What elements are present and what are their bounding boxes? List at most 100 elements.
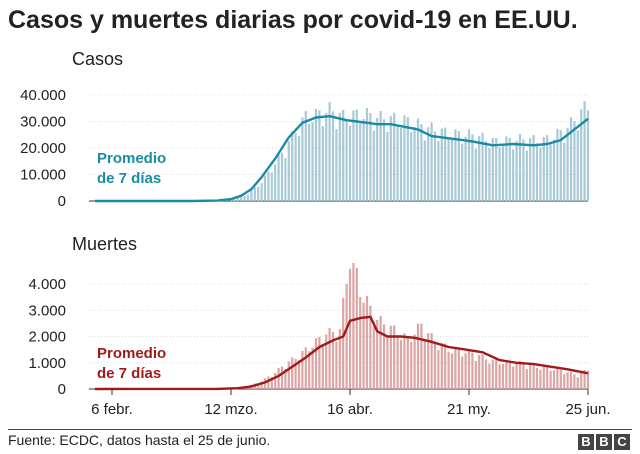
data-bar (328, 101, 331, 201)
data-bar (498, 147, 501, 201)
data-bar (297, 360, 301, 389)
source-note: Fuente: ECDC, datos hasta el 25 de junio… (8, 432, 271, 448)
data-bar (318, 336, 321, 389)
data-bar (569, 371, 573, 389)
data-bar (389, 325, 392, 389)
data-bar (267, 376, 270, 389)
data-bar (229, 199, 233, 201)
data-bar (308, 351, 311, 389)
chart-title: Casos y muertes diarias por covid-19 en … (8, 6, 578, 34)
data-bar (529, 364, 532, 389)
data-bar (328, 327, 331, 389)
data-bar (365, 295, 369, 389)
data-bar (314, 338, 318, 389)
data-bar (291, 131, 294, 201)
data-bar (522, 363, 525, 389)
data-bar (508, 137, 511, 201)
data-bar (559, 369, 562, 389)
data-bar (345, 120, 348, 201)
data-bar (325, 112, 328, 201)
data-bar (430, 122, 433, 201)
average-label: Promedio (97, 345, 166, 362)
data-bar (403, 115, 406, 201)
y-tick-label: 0 (58, 193, 66, 210)
y-tick-label: 10.000 (20, 167, 66, 184)
data-bar (481, 132, 484, 201)
data-bar (318, 110, 321, 201)
data-bar (433, 342, 437, 389)
data-bar (498, 364, 501, 389)
data-bar (444, 343, 447, 389)
data-bar (369, 112, 372, 201)
data-bar (416, 323, 420, 389)
average-line (94, 315, 589, 391)
data-bar (444, 127, 447, 201)
panel-title: Muertes (72, 234, 137, 254)
data-bar (287, 141, 290, 201)
data-bar (359, 297, 362, 389)
data-bar (274, 372, 277, 389)
data-bar (586, 110, 590, 201)
data-bar (311, 347, 314, 389)
data-bar (478, 355, 481, 389)
data-bar (552, 370, 556, 389)
data-bar (512, 149, 515, 201)
data-bar (355, 267, 358, 389)
data-bar (308, 124, 311, 201)
data-bar (586, 370, 590, 389)
data-bar (495, 138, 498, 201)
data-bar (294, 358, 297, 389)
data-bar (454, 129, 457, 201)
data-bar (321, 344, 324, 389)
data-bar (549, 144, 552, 201)
data-bar (484, 359, 488, 389)
data-bar (542, 366, 545, 389)
data-bar (484, 141, 488, 201)
data-bar (362, 119, 365, 201)
data-bar (393, 325, 396, 389)
data-bar (423, 340, 426, 389)
data-bar (335, 341, 338, 389)
data-bar (566, 372, 569, 389)
data-bar (246, 194, 250, 201)
data-bar (532, 135, 535, 201)
average-label: de 7 días (97, 365, 161, 382)
data-bar (274, 164, 277, 201)
data-bar (386, 132, 389, 201)
data-bar (382, 324, 386, 389)
data-bar (240, 196, 243, 201)
average-label: de 7 días (97, 170, 161, 187)
data-bar (546, 135, 549, 201)
y-tick-label: 30.000 (20, 114, 66, 131)
data-bar (464, 136, 467, 201)
data-bar (331, 331, 335, 389)
data-bar (525, 369, 528, 389)
data-bar (515, 140, 518, 201)
data-bar (321, 126, 324, 201)
data-bar (386, 336, 389, 389)
average-label: Promedio (97, 150, 166, 167)
data-bar (342, 297, 345, 389)
data-bar (508, 361, 511, 389)
data-bar (573, 121, 576, 201)
data-bar (576, 377, 579, 389)
data-bar (576, 130, 579, 201)
data-bar (416, 118, 420, 201)
bbc-logo: B B C (578, 434, 630, 450)
data-bar (559, 130, 562, 201)
data-bar (471, 352, 474, 389)
data-bar (250, 190, 253, 201)
data-bar (369, 305, 372, 389)
y-tick-label: 40.000 (20, 87, 66, 104)
data-bar (488, 148, 491, 201)
data-bar (280, 152, 284, 201)
data-bar (253, 187, 256, 201)
data-bar (474, 148, 477, 201)
data-bar (389, 116, 392, 201)
data-bar (525, 150, 528, 201)
data-bar (376, 117, 379, 201)
data-bar (433, 131, 437, 201)
x-tick-label: 21 my. (447, 401, 491, 418)
x-tick-label: 12 mzo. (204, 401, 257, 418)
